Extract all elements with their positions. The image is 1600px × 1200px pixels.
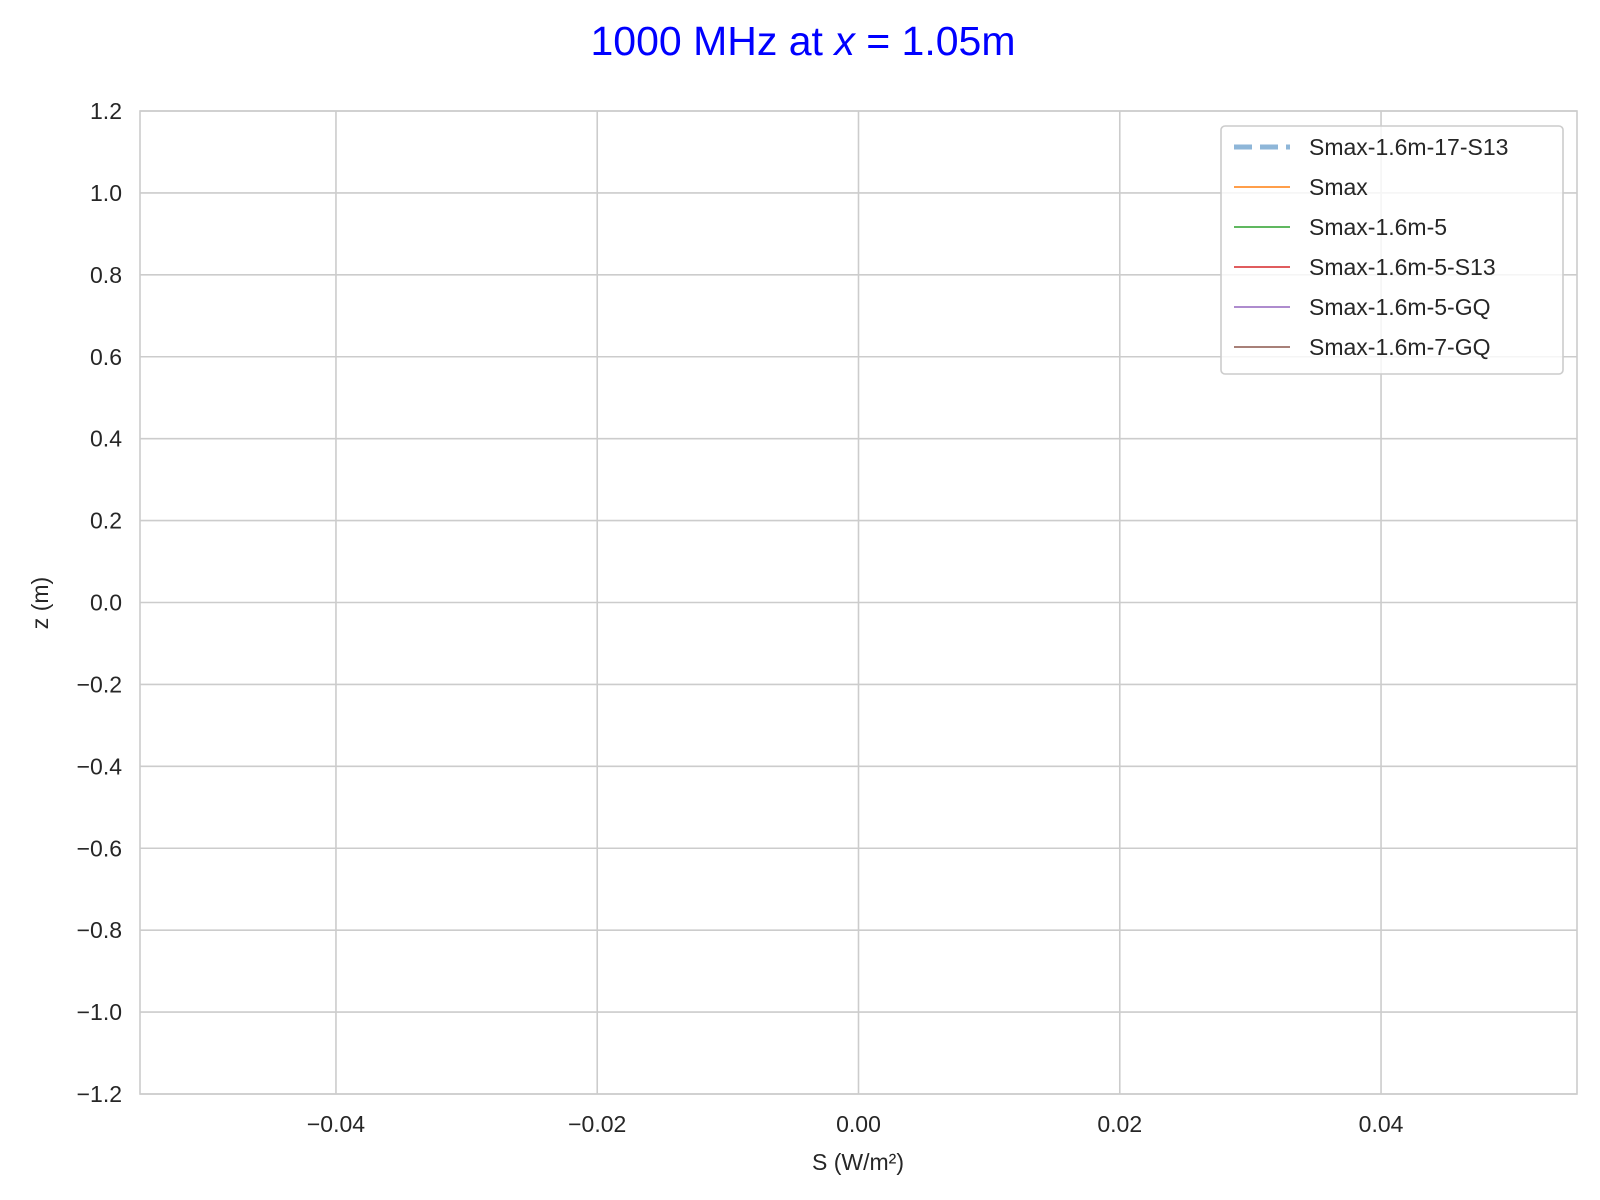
y-tick-label: 1.0: [90, 180, 122, 206]
grid: [140, 110, 1577, 1095]
x-tick-labels: −0.04 −0.02 0.00 0.02 0.04: [307, 1111, 1404, 1137]
y-tick-label: 0.8: [90, 262, 122, 288]
y-tick-label: −0.2: [77, 671, 122, 697]
y-tick-label: 0.4: [90, 426, 122, 452]
plot-frame: [139, 110, 1578, 1095]
legend-item: Smax-1.6m-5-S13: [1234, 254, 1496, 280]
y-tick-label: −1.0: [77, 999, 122, 1025]
chart-title: 1000 MHz at x = 1.05m: [590, 18, 1015, 64]
y-tick-labels: 1.2 1.0 0.8 0.6 0.4 0.2 0.0 −0.2 −0.4 −0.6 −0.8 −1.…: [77, 98, 123, 1107]
y-tick-label: 0.0: [90, 590, 122, 616]
x-tick-label: 0.00: [836, 1111, 881, 1137]
x-tick-label: 0.04: [1359, 1111, 1404, 1137]
x-tick-label: −0.02: [568, 1111, 626, 1137]
legend-label: Smax-1.6m-5: [1309, 214, 1447, 240]
legend-item: Smax-1.6m-5-GQ: [1234, 294, 1490, 320]
chart-title-prefix: 1000 MHz at: [590, 18, 834, 64]
legend-item: Smax: [1234, 174, 1368, 200]
legend: Smax-1.6m-17-S13 Smax Smax-1.6m-5 Smax-1.6m…: [1220, 125, 1564, 375]
y-axis-label: z (m): [27, 577, 53, 629]
y-tick-label: −0.8: [77, 917, 122, 943]
y-tick-label: −0.4: [77, 753, 123, 779]
legend-label: Smax-1.6m-5-S13: [1309, 254, 1496, 280]
y-tick-label: 1.2: [90, 98, 122, 124]
legend-label: Smax-1.6m-17-S13: [1309, 134, 1508, 160]
x-tick-label: 0.02: [1097, 1111, 1142, 1137]
chart-title-suffix: = 1.05m: [855, 18, 1016, 64]
legend-item: Smax-1.6m-17-S13: [1234, 134, 1508, 160]
y-tick-label: 0.6: [90, 344, 122, 370]
legend-label: Smax: [1309, 174, 1368, 200]
legend-label: Smax-1.6m-5-GQ: [1309, 294, 1490, 320]
y-tick-label: 0.2: [90, 508, 122, 534]
x-axis-label: S (W/m²): [812, 1149, 904, 1175]
x-tick-label: −0.04: [307, 1111, 365, 1137]
y-tick-label: −1.2: [77, 1081, 122, 1107]
y-tick-label: −0.6: [77, 835, 122, 861]
legend-item: Smax-1.6m-5: [1234, 214, 1447, 240]
chart-title-variable: x: [832, 18, 856, 64]
legend-frame: [1220, 125, 1564, 375]
legend-item: Smax-1.6m-7-GQ: [1234, 334, 1490, 360]
legend-label: Smax-1.6m-7-GQ: [1309, 334, 1490, 360]
